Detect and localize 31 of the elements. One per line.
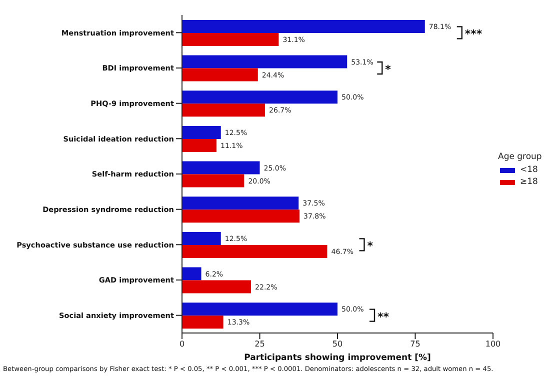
x-tick-label: 25 [254,340,265,349]
bar [182,210,300,223]
annotation: ** [378,310,390,324]
bar [182,161,260,174]
bar [182,55,348,68]
bar [182,68,258,82]
bar [182,232,221,245]
bar [182,126,221,139]
bar [182,20,425,33]
annotation: * [367,240,374,253]
annotation: *** [464,28,482,41]
legend-label: ≥18 [520,177,538,187]
bar [182,90,338,104]
bar [182,32,279,46]
annotation: * [385,63,392,76]
bar [182,104,266,117]
bar [182,244,328,258]
x-tick-label: 100 [485,340,501,349]
legend-label: <18 [520,165,538,175]
legend-title: Age group [498,152,542,162]
x-tick-label: 75 [410,340,420,349]
bar [182,196,299,210]
bar [182,280,252,294]
bar [182,267,202,280]
bar [182,302,338,316]
bar [182,316,224,329]
bar [182,138,217,152]
x-axis-title: Participants showing improvement [%] [244,353,432,363]
x-tick-label: 0 [179,340,185,349]
x-tick-label: 50 [332,340,343,349]
bar [182,174,244,188]
